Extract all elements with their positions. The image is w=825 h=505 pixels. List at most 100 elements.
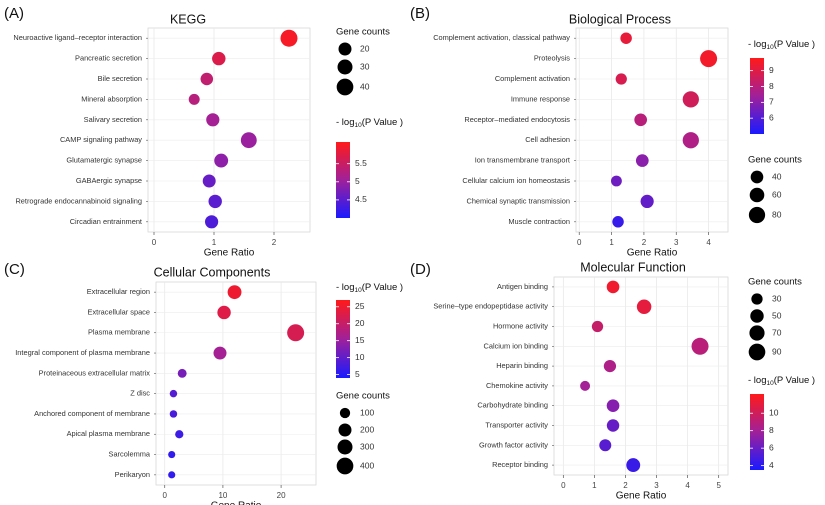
color-legend-suffix: (P Value ) — [774, 375, 815, 386]
data-point — [212, 51, 226, 66]
size-legend-label: 100 — [360, 407, 374, 417]
size-legend-dot — [337, 439, 353, 455]
data-point — [591, 320, 604, 333]
color-legend-subscript: 10 — [354, 287, 362, 294]
data-point — [287, 324, 305, 342]
category-label: Serine–type endopeptidase activity — [433, 302, 548, 311]
color-legend-prefix: - log — [748, 39, 766, 50]
data-point — [205, 215, 219, 229]
colorbar-tick-label: 5.5 — [355, 158, 367, 168]
data-point — [700, 50, 718, 68]
category-label: Salivary secretion — [84, 115, 142, 124]
category-label: Cell adhesion — [525, 135, 570, 144]
size-legend-label: 30 — [772, 293, 782, 303]
colorbar — [336, 142, 350, 218]
color-legend-suffix: (P Value ) — [362, 117, 403, 128]
colorbar-tick-label: 7 — [769, 97, 774, 107]
colorbar-tick-label: 10 — [769, 407, 779, 417]
category-label: GABAergic synapse — [76, 176, 142, 185]
data-point — [168, 450, 176, 459]
category-label: Cellular calcium ion homeostasis — [462, 176, 570, 185]
data-point — [682, 132, 699, 149]
x-tick-label: 0 — [152, 238, 157, 247]
size-legend-label: 50 — [772, 310, 782, 320]
category-label: Transporter activity — [485, 420, 548, 429]
category-label: Proteinaceous extracellular matrix — [39, 368, 151, 377]
color-legend-prefix: - log — [336, 117, 354, 128]
x-axis-title: Gene Ratio — [204, 248, 255, 259]
colorbar-tick-label: 8 — [769, 81, 774, 91]
category-label: Plasma membrane — [88, 328, 150, 337]
color-legend-subscript: 10 — [766, 380, 774, 387]
data-point — [691, 337, 709, 355]
size-legend-dot — [336, 78, 354, 96]
category-label: Perikaryon — [115, 470, 150, 479]
data-point — [606, 280, 620, 294]
size-legend-dot — [339, 407, 351, 419]
data-point — [615, 73, 627, 85]
size-legend-dot — [748, 343, 766, 361]
x-tick-label: 0 — [561, 481, 566, 490]
size-legend-title: Gene counts — [336, 27, 390, 38]
data-point — [227, 285, 242, 300]
size-legend-label: 300 — [360, 441, 374, 451]
size-legend-dot — [336, 457, 354, 475]
colorbar-tick-label: 5 — [355, 176, 360, 186]
data-point — [626, 458, 641, 473]
category-label: Chemical synaptic transmission — [466, 196, 570, 205]
size-legend-label: 90 — [772, 346, 782, 356]
size-legend-title: Gene counts — [336, 391, 390, 402]
colorbar-tick-label: 4.5 — [355, 194, 367, 204]
x-axis-title: Gene Ratio — [616, 491, 667, 502]
size-legend-dot — [748, 206, 766, 224]
category-label: Heparin binding — [496, 361, 548, 370]
x-tick-label: 1 — [609, 238, 614, 247]
data-point — [606, 399, 620, 413]
colorbar-tick-label: 8 — [769, 425, 774, 435]
size-legend-label: 80 — [772, 209, 782, 219]
colorbar-tick-label: 9 — [769, 65, 774, 75]
data-point — [580, 380, 591, 391]
x-tick-label: 0 — [577, 238, 582, 247]
panel-a: (A) KEGG 0 1 2 Gene Ratio Neuroactive ligand–r… — [4, 5, 403, 259]
size-legend-label: 200 — [360, 424, 374, 434]
size-legend-label: 60 — [772, 189, 782, 199]
size-legend-dot — [338, 42, 352, 56]
size-legend-dot — [749, 187, 765, 203]
category-label: Anchored component of membrane — [34, 409, 150, 418]
panel-b: (B) Biological Process 0 1 2 3 4 Gene Ratio Comp… — [410, 5, 815, 259]
category-label: Receptor–mediated endocytosis — [464, 115, 570, 124]
color-legend-suffix: (P Value ) — [774, 39, 815, 50]
category-label: Sarcolemma — [109, 450, 151, 459]
colorbar-tick-label: 4 — [769, 460, 774, 470]
size-legend-label: 40 — [772, 171, 782, 181]
data-point — [169, 410, 178, 418]
category-label: Carbohydrate binding — [477, 401, 548, 410]
x-tick-label: 2 — [623, 481, 628, 490]
colorbar — [750, 394, 764, 470]
data-point — [610, 175, 622, 187]
x-tick-label: 1 — [592, 481, 597, 490]
data-point — [599, 439, 612, 452]
category-label: Complement activation — [495, 74, 570, 83]
size-legend-label: 40 — [360, 81, 370, 91]
data-point — [200, 72, 214, 86]
x-axis-title: Gene Ratio — [627, 248, 678, 259]
x-tick-label: 10 — [218, 491, 227, 500]
plot-area — [155, 281, 317, 486]
data-point — [214, 153, 229, 168]
size-legend-dot — [337, 59, 353, 75]
category-label: Complement activation, classical pathway — [433, 33, 570, 42]
category-label: Immune response — [511, 94, 570, 103]
size-legend-dot — [750, 309, 764, 323]
color-legend-title: - log10(P Value ) — [748, 375, 815, 387]
size-legend-dot — [750, 170, 764, 184]
colorbar-tick-label: 10 — [355, 352, 365, 362]
panel-tag: (A) — [4, 5, 24, 22]
x-axis-title: Gene Ratio — [211, 501, 262, 505]
category-label: Antigen binding — [497, 282, 548, 291]
data-point — [202, 174, 216, 188]
size-legend-label: 70 — [772, 327, 782, 337]
category-label: Hormone activity — [493, 321, 548, 330]
